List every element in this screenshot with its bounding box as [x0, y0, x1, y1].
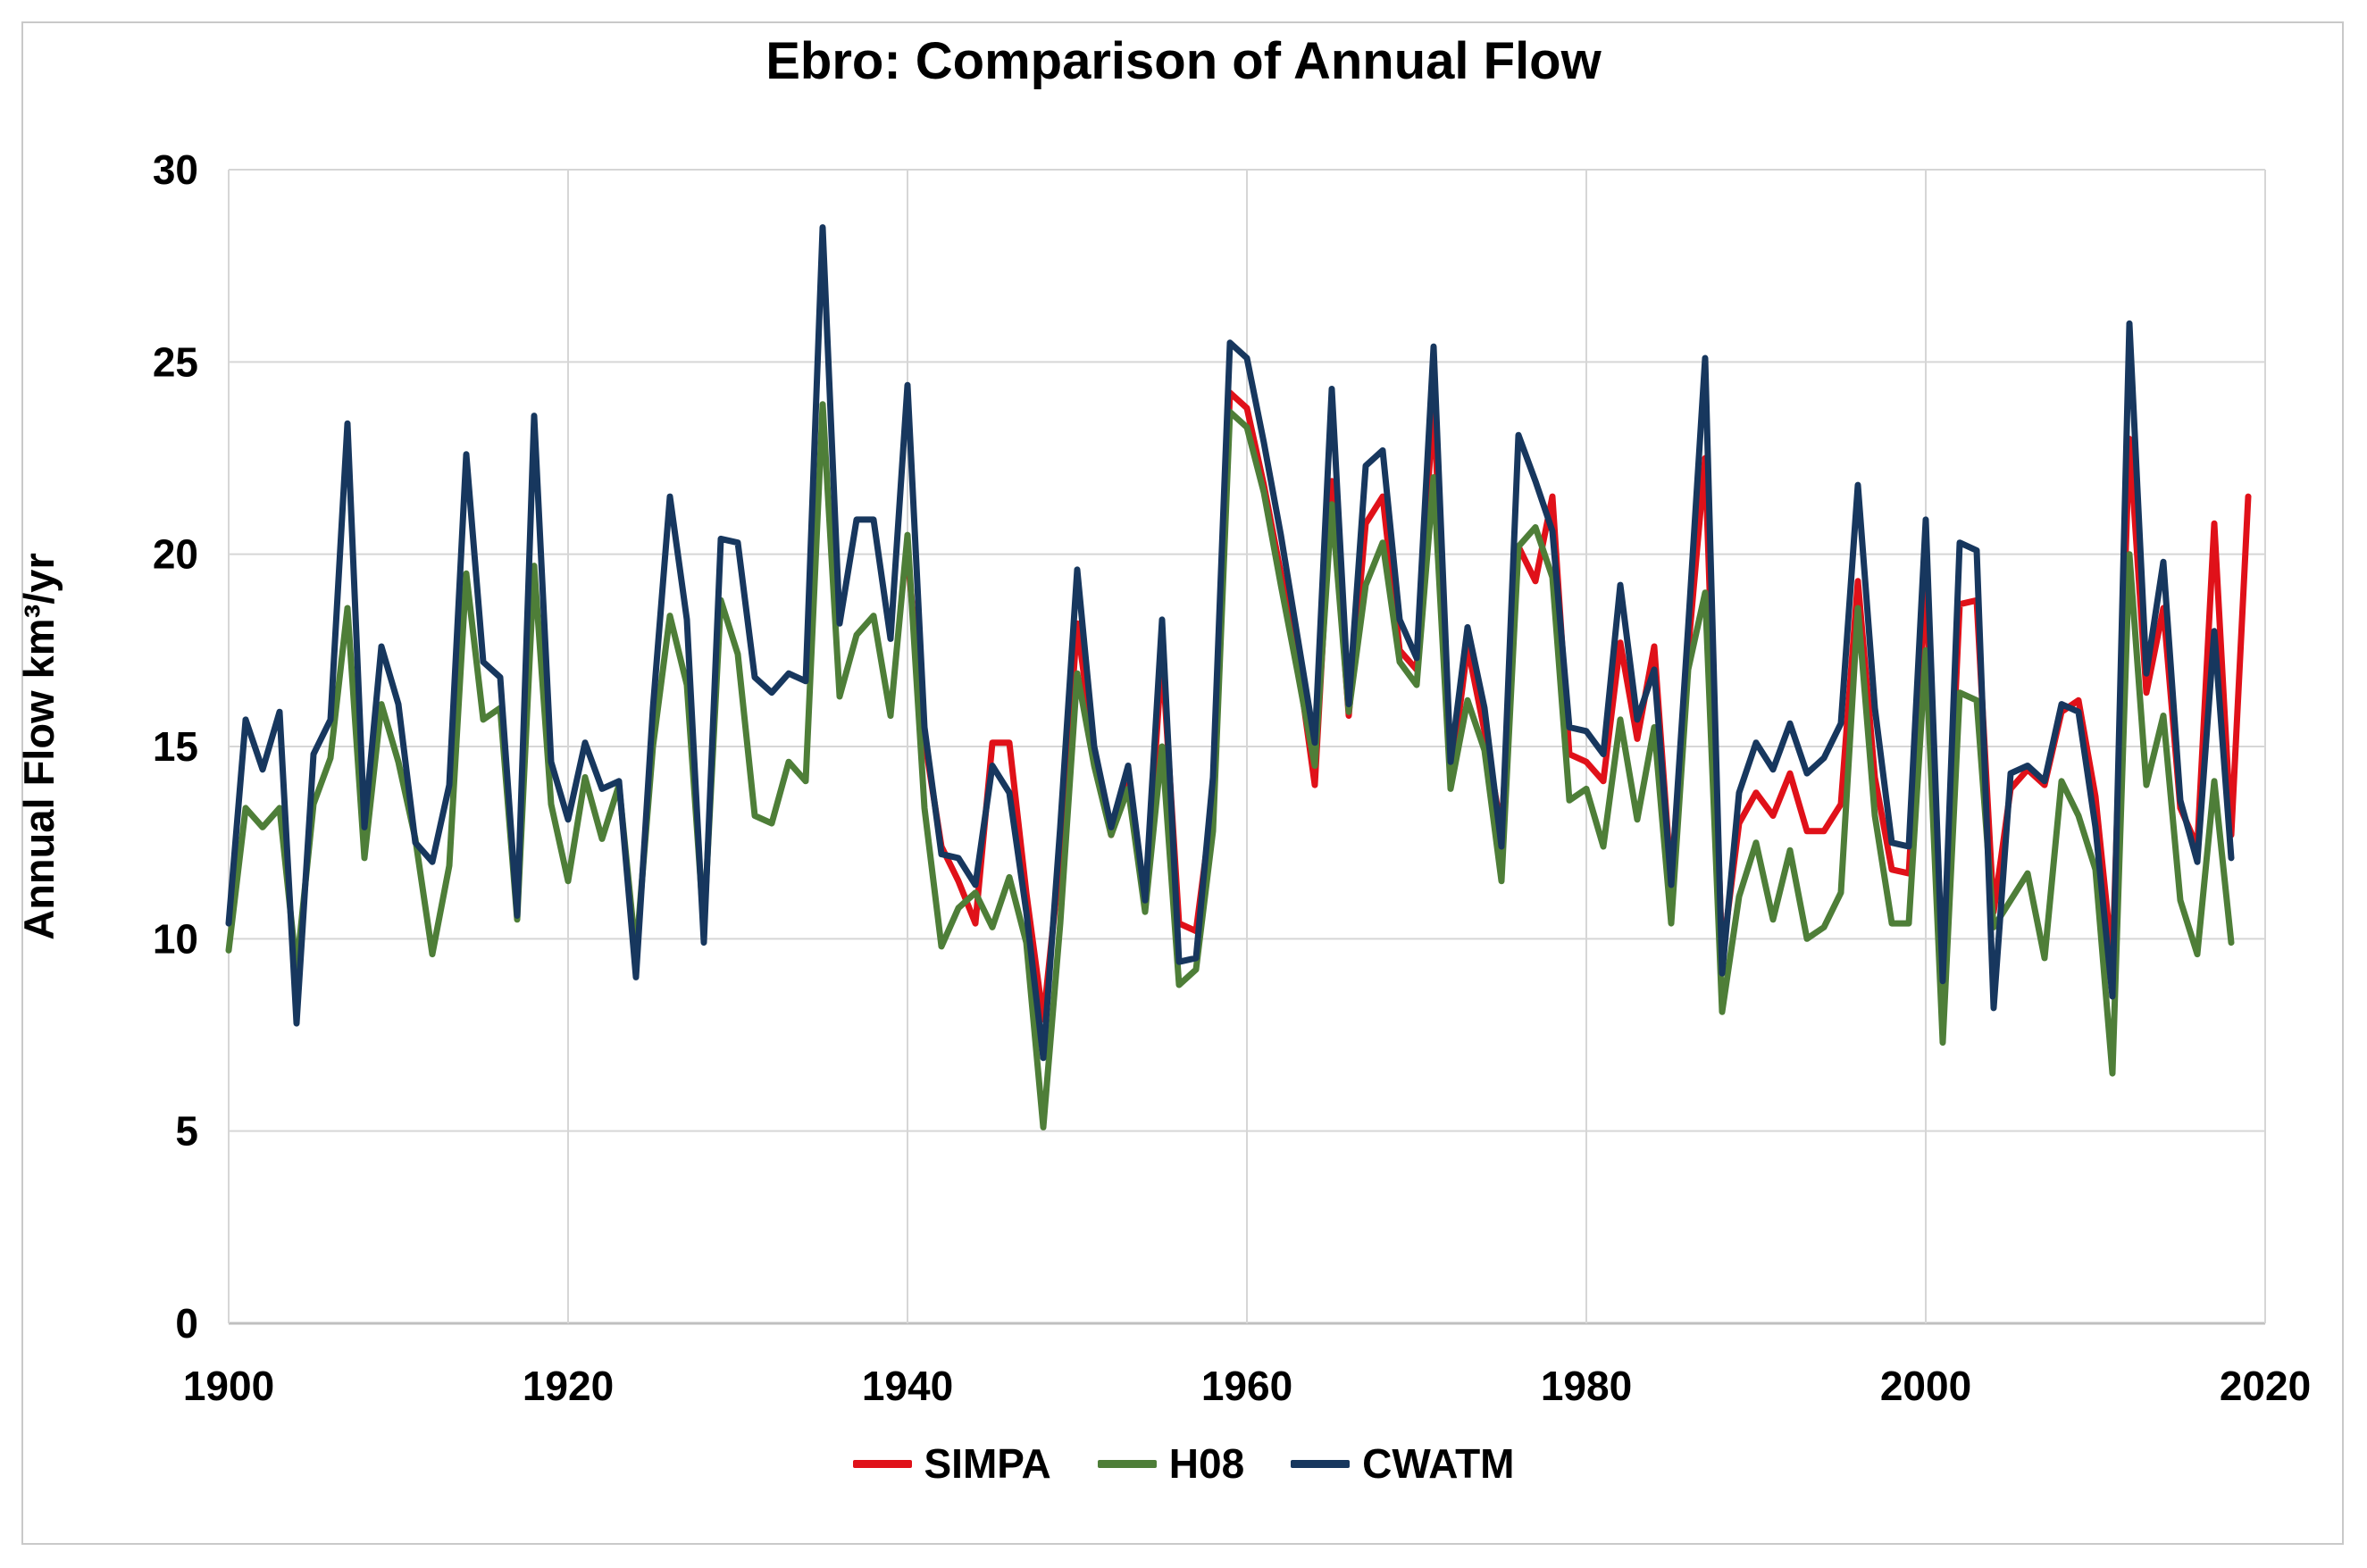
series-line-cwatm — [225, 224, 2235, 1062]
y-axis-title: Annual Flow km³/yr — [15, 553, 63, 940]
y-tick-30: 30 — [153, 146, 198, 193]
x-tick-1980: 1980 — [1541, 1363, 1632, 1409]
x-tick-1940: 1940 — [862, 1363, 953, 1409]
x-tick-1920: 1920 — [523, 1363, 614, 1409]
chart-legend: SIMPA H08 CWATM — [0, 1439, 2367, 1488]
legend-swatch-h08 — [1097, 1459, 1157, 1468]
y-tick-20: 20 — [153, 531, 198, 578]
legend-swatch-cwatm — [1291, 1459, 1351, 1468]
data-series — [225, 224, 2252, 1130]
x-tick-2020: 2020 — [2220, 1363, 2311, 1409]
y-tick-25: 25 — [153, 338, 198, 385]
legend-item-h08: H08 — [1097, 1439, 1245, 1488]
x-tick-1900: 1900 — [183, 1363, 274, 1409]
legend-item-cwatm: CWATM — [1291, 1439, 1515, 1488]
legend-label-h08: H08 — [1168, 1440, 1245, 1487]
y-tick-5: 5 — [175, 1108, 198, 1155]
y-tick-15: 15 — [153, 723, 198, 770]
x-tick-1960: 1960 — [1201, 1363, 1292, 1409]
legend-label-simpa: SIMPA — [924, 1440, 1051, 1487]
gridlines — [228, 169, 2266, 1325]
y-tick-0: 0 — [175, 1300, 198, 1347]
axis-tick-labels: 0 5 10 15 20 25 30 1900 1920 1940 1960 1980 2000 2020 — [153, 146, 2311, 1409]
y-tick-10: 10 — [153, 915, 198, 962]
legend-item-simpa: SIMPA — [852, 1439, 1051, 1488]
legend-label-cwatm: CWATM — [1362, 1440, 1515, 1487]
x-tick-2000: 2000 — [1880, 1363, 1971, 1409]
chart-title: Ebro: Comparison of Annual Flow — [765, 32, 1602, 90]
legend-swatch-simpa — [852, 1459, 912, 1468]
